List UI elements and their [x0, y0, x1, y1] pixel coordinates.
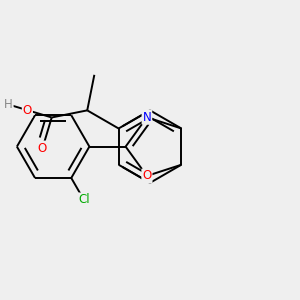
Text: O: O — [37, 142, 46, 154]
Text: O: O — [142, 169, 152, 182]
Text: H: H — [4, 98, 13, 111]
Text: N: N — [142, 111, 151, 124]
Text: O: O — [23, 104, 32, 117]
Text: Cl: Cl — [78, 194, 90, 206]
